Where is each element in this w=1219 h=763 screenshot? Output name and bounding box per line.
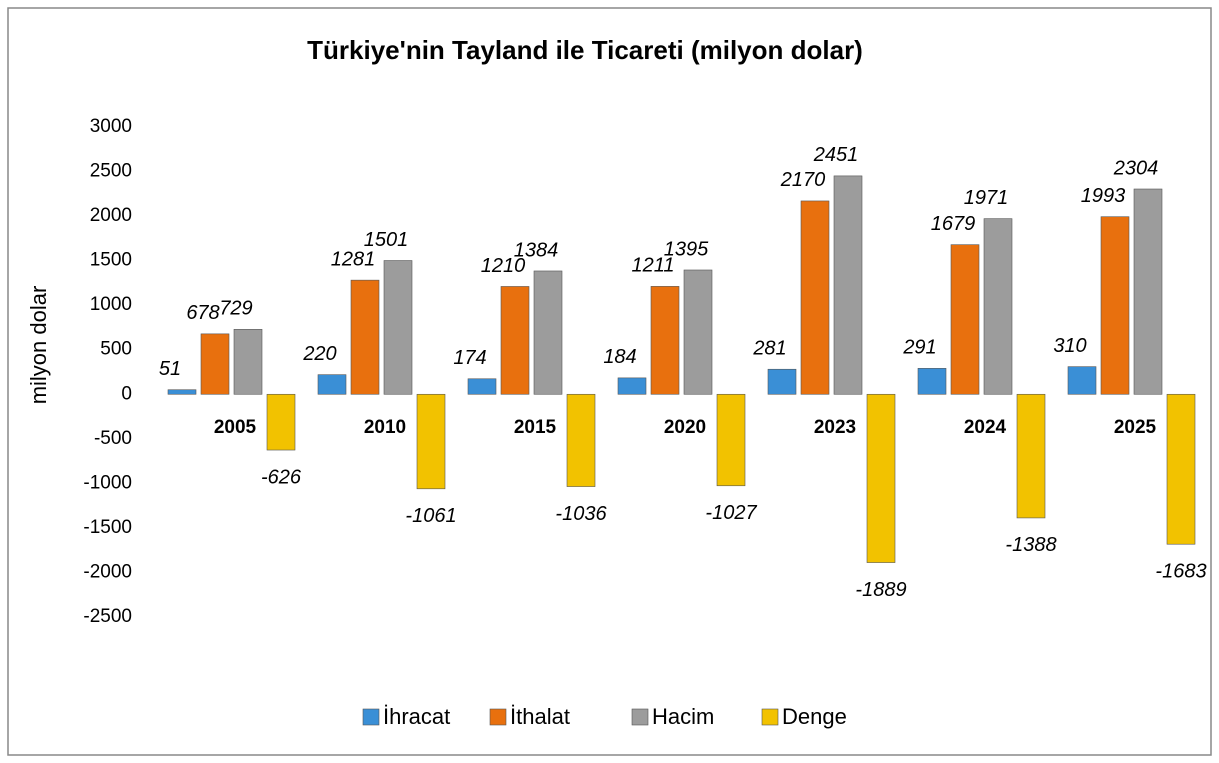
data-label: 310 bbox=[1053, 335, 1086, 357]
bar bbox=[416, 393, 446, 490]
y-tick-label: 2000 bbox=[90, 205, 132, 226]
bar bbox=[950, 244, 980, 395]
bar bbox=[350, 279, 380, 395]
y-tick-label: -2500 bbox=[83, 606, 132, 627]
data-label: -1388 bbox=[1005, 534, 1056, 556]
bar bbox=[167, 389, 197, 395]
bar bbox=[866, 393, 896, 563]
y-tick-label: -2000 bbox=[83, 561, 132, 582]
data-label: 291 bbox=[902, 337, 936, 359]
data-label: -1061 bbox=[405, 505, 456, 527]
data-label: 1210 bbox=[481, 255, 526, 277]
data-label: 1384 bbox=[514, 239, 559, 261]
bar bbox=[833, 175, 863, 395]
bar bbox=[566, 393, 596, 487]
legend-label: Denge bbox=[782, 704, 847, 729]
data-label: 281 bbox=[752, 338, 786, 360]
x-tick-label: 2025 bbox=[1114, 417, 1157, 438]
bar bbox=[1100, 216, 1130, 395]
bar bbox=[1166, 393, 1196, 545]
data-label: -1683 bbox=[1155, 560, 1206, 582]
y-tick-label: -500 bbox=[94, 428, 132, 449]
y-tick-label: -1000 bbox=[83, 472, 132, 493]
data-label: 184 bbox=[603, 346, 636, 368]
data-label: 220 bbox=[302, 343, 336, 365]
y-tick-label: 2500 bbox=[90, 161, 132, 182]
x-tick-label: 2020 bbox=[664, 417, 706, 438]
y-axis-title: milyon dolar bbox=[26, 286, 51, 405]
data-label: 1281 bbox=[331, 248, 376, 270]
bar bbox=[716, 393, 746, 487]
data-label: 729 bbox=[219, 298, 252, 320]
data-label: 1971 bbox=[964, 187, 1009, 209]
x-tick-label: 2023 bbox=[814, 417, 856, 438]
bar bbox=[917, 368, 947, 395]
y-tick-label: 1500 bbox=[90, 250, 132, 271]
bar bbox=[533, 270, 563, 395]
bar bbox=[317, 374, 347, 395]
data-label: 1501 bbox=[364, 229, 409, 251]
bar bbox=[500, 286, 530, 395]
data-label: 1993 bbox=[1081, 185, 1126, 207]
data-label: 2451 bbox=[813, 144, 859, 166]
data-label: 1211 bbox=[631, 255, 674, 277]
x-tick-label: 2024 bbox=[964, 417, 1007, 438]
x-tick-label: 2010 bbox=[364, 417, 406, 438]
legend-swatch bbox=[362, 708, 380, 726]
data-label: -1889 bbox=[855, 579, 906, 601]
y-tick-label: 500 bbox=[100, 339, 132, 360]
bar bbox=[1133, 188, 1163, 395]
chart-border bbox=[7, 7, 1212, 756]
y-tick-label: 3000 bbox=[90, 116, 132, 137]
x-tick-label: 2015 bbox=[514, 417, 557, 438]
legend-swatch bbox=[631, 708, 649, 726]
bar bbox=[383, 260, 413, 395]
bar bbox=[266, 393, 296, 451]
bar bbox=[233, 329, 263, 395]
chart-title: Türkiye'nin Tayland ile Ticareti (milyon… bbox=[307, 35, 863, 65]
data-label: 174 bbox=[453, 347, 486, 369]
y-tick-label: -1500 bbox=[83, 517, 132, 538]
data-label: -1027 bbox=[705, 502, 757, 524]
data-label: 1679 bbox=[931, 213, 976, 235]
data-label: 2170 bbox=[780, 169, 826, 191]
data-label: -1036 bbox=[555, 503, 607, 525]
bar bbox=[983, 218, 1013, 395]
data-label: -626 bbox=[261, 466, 302, 488]
data-label: 678 bbox=[186, 302, 219, 324]
bar bbox=[800, 200, 830, 395]
bar bbox=[1067, 366, 1097, 395]
bar bbox=[617, 377, 647, 395]
legend-label: İhracat bbox=[383, 704, 450, 729]
bar bbox=[767, 368, 797, 395]
bar bbox=[1016, 393, 1046, 519]
bar bbox=[650, 286, 680, 395]
y-tick-label: 0 bbox=[121, 383, 132, 404]
bar bbox=[467, 378, 497, 395]
bar bbox=[200, 333, 230, 395]
y-tick-label: 1000 bbox=[90, 294, 132, 315]
legend-swatch bbox=[489, 708, 507, 726]
legend-label: Hacim bbox=[652, 704, 714, 729]
bar bbox=[683, 269, 713, 395]
legend-swatch bbox=[761, 708, 779, 726]
data-label: 1395 bbox=[664, 238, 709, 260]
data-label: 2304 bbox=[1113, 157, 1159, 179]
legend-label: İthalat bbox=[510, 704, 570, 729]
data-label: 51 bbox=[159, 358, 181, 380]
x-tick-label: 2005 bbox=[214, 417, 257, 438]
